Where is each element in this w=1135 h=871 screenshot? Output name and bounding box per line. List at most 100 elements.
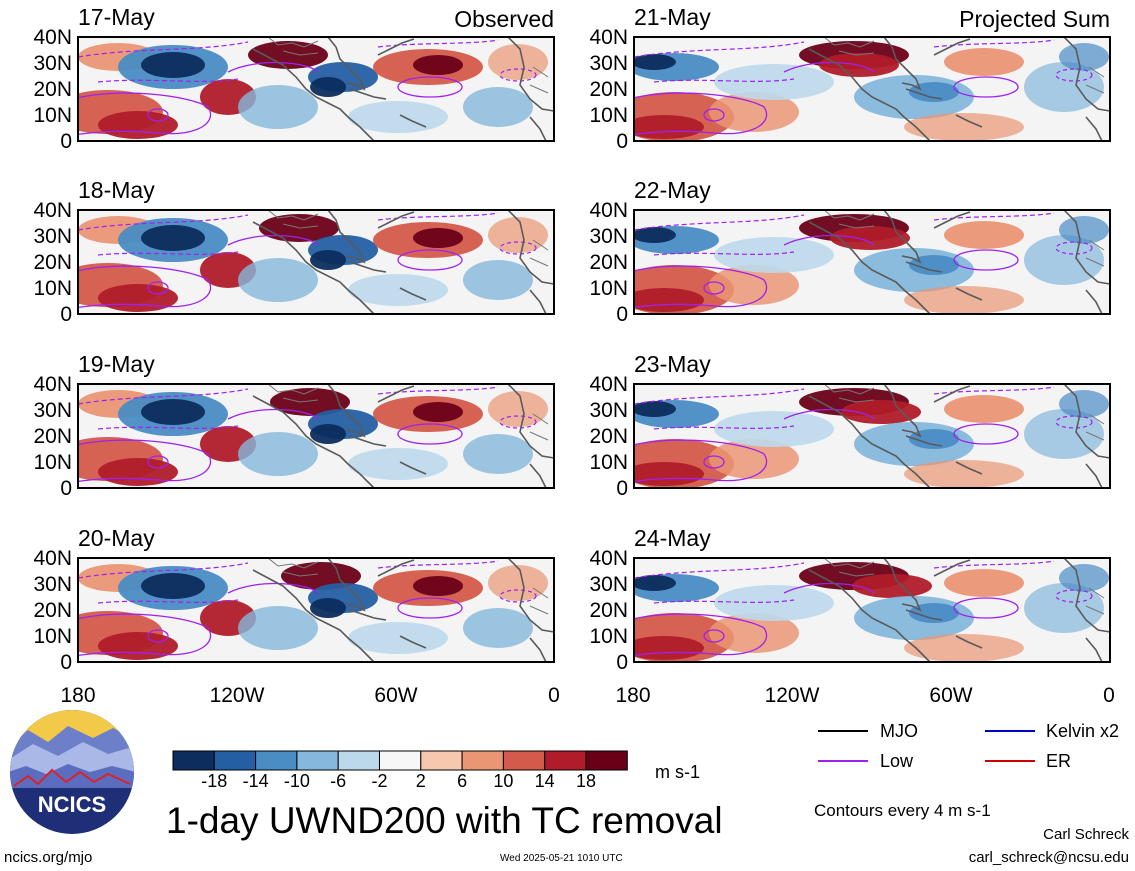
x-tick-label: 0 — [548, 684, 560, 707]
colorbar-unit: m s-1 — [655, 762, 700, 782]
panel-date: 23-May — [634, 351, 711, 377]
footer-url: ncics.org/mjo — [4, 849, 93, 866]
y-tick-label: 0 — [616, 303, 628, 326]
y-tick-label: 40N — [33, 26, 72, 49]
panel-date: 17-May — [78, 4, 155, 30]
colorbar-swatch — [172, 750, 215, 771]
colorbar-tick-label: -18 — [201, 771, 228, 791]
colorbar-tick-label: 6 — [457, 771, 468, 791]
y-tick-label: 20N — [589, 251, 628, 274]
colorbar-tick-label: -14 — [242, 771, 269, 791]
y-tick-label: 20N — [589, 78, 628, 101]
colorbar-tick-label: -2 — [371, 771, 388, 791]
panel-date: 18-May — [78, 177, 155, 203]
y-tick-label: 20N — [33, 599, 72, 622]
colorbar-swatch — [544, 750, 587, 771]
author: Carl Schreck — [1043, 826, 1129, 843]
y-tick-label: 20N — [33, 78, 72, 101]
y-tick-label: 40N — [589, 547, 628, 570]
colorbar-tick-label: -10 — [283, 771, 310, 791]
panel-date: 19-May — [78, 351, 155, 377]
y-tick-label: 10N — [33, 277, 72, 300]
y-tick-label: 0 — [60, 651, 72, 674]
wind-map-panel — [77, 383, 555, 489]
y-tick-label: 40N — [589, 26, 628, 49]
logo-text: NCICS — [38, 792, 106, 817]
colorbar-swatch — [255, 750, 298, 771]
colorbar — [172, 750, 628, 771]
y-tick-label: 30N — [33, 52, 72, 75]
wind-map-panel — [633, 209, 1111, 315]
wind-map-panel — [633, 557, 1111, 663]
y-tick-label: 0 — [616, 651, 628, 674]
x-tick-label: 180 — [615, 684, 651, 707]
y-tick-label: 40N — [589, 373, 628, 396]
x-tick-label: 120W — [209, 684, 265, 707]
x-tick-label: 60W — [929, 684, 973, 707]
colorbar-tick-label: -6 — [330, 771, 347, 791]
y-tick-label: 20N — [33, 425, 72, 448]
y-tick-label: 20N — [589, 599, 628, 622]
colorbar-tick-label: 18 — [575, 771, 597, 791]
colorbar-swatch — [420, 750, 463, 771]
colorbar-swatch — [296, 750, 339, 771]
panel-tag: Observed — [454, 6, 554, 32]
panel-date: 24-May — [634, 525, 711, 551]
contour-note: Contours every 4 m s-1 — [814, 801, 991, 820]
y-tick-label: 10N — [589, 277, 628, 300]
y-tick-label: 0 — [616, 477, 628, 500]
y-tick-label: 0 — [60, 303, 72, 326]
wind-map-panel — [77, 36, 555, 142]
main-title: 1-day UWND200 with TC removal — [166, 800, 723, 841]
colorbar-swatch — [379, 750, 422, 771]
legend-er-label: ER — [1046, 751, 1072, 771]
panel-date: 22-May — [634, 177, 711, 203]
y-tick-label: 10N — [33, 451, 72, 474]
wind-map-panel — [77, 209, 555, 315]
wind-map-panel — [77, 557, 555, 663]
y-tick-label: 30N — [33, 225, 72, 248]
colorbar-tick-label: 14 — [534, 771, 555, 791]
panel-date: 21-May — [634, 4, 711, 30]
y-tick-label: 30N — [589, 399, 628, 422]
colorbar-tick-label: 10 — [493, 771, 514, 791]
y-tick-label: 40N — [589, 199, 628, 222]
legend-lines-left — [818, 730, 868, 762]
legend-kelvin-label: Kelvin x2 — [1046, 721, 1120, 741]
y-tick-label: 10N — [589, 104, 628, 127]
y-tick-label: 10N — [33, 104, 72, 127]
y-tick-label: 30N — [589, 52, 628, 75]
y-tick-label: 30N — [589, 573, 628, 596]
y-tick-label: 10N — [589, 451, 628, 474]
y-tick-label: 30N — [589, 225, 628, 248]
wind-map-panel — [633, 36, 1111, 142]
timestamp: Wed 2025-05-21 1010 UTC — [500, 853, 623, 864]
legend-low-label: Low — [880, 751, 914, 771]
y-tick-label: 40N — [33, 373, 72, 396]
y-tick-label: 10N — [33, 625, 72, 648]
y-tick-label: 0 — [616, 130, 628, 153]
author-email: carl_schreck@ncsu.edu — [968, 849, 1129, 866]
y-tick-label: 40N — [33, 547, 72, 570]
colorbar-swatch — [502, 750, 546, 771]
ncics-logo: NCICS — [10, 710, 134, 834]
y-tick-label: 30N — [33, 399, 72, 422]
y-tick-label: 0 — [60, 130, 72, 153]
wind-map-panel — [633, 383, 1111, 489]
panel-tag: Projected Sum — [959, 6, 1110, 32]
y-tick-label: 10N — [589, 625, 628, 648]
x-tick-label: 0 — [1103, 684, 1115, 707]
x-tick-label: 120W — [764, 684, 820, 707]
y-tick-label: 20N — [33, 251, 72, 274]
legend-lines-right — [985, 730, 1035, 762]
colorbar-swatch — [461, 750, 504, 771]
colorbar-swatch — [337, 750, 380, 771]
x-tick-label: 60W — [374, 684, 418, 707]
y-tick-label: 0 — [60, 477, 72, 500]
y-tick-label: 20N — [589, 425, 628, 448]
x-tick-label: 180 — [60, 684, 96, 707]
legend-mjo-label: MJO — [880, 721, 918, 741]
colorbar-swatch — [213, 750, 257, 771]
panel-date: 20-May — [78, 525, 155, 551]
y-tick-label: 30N — [33, 573, 72, 596]
